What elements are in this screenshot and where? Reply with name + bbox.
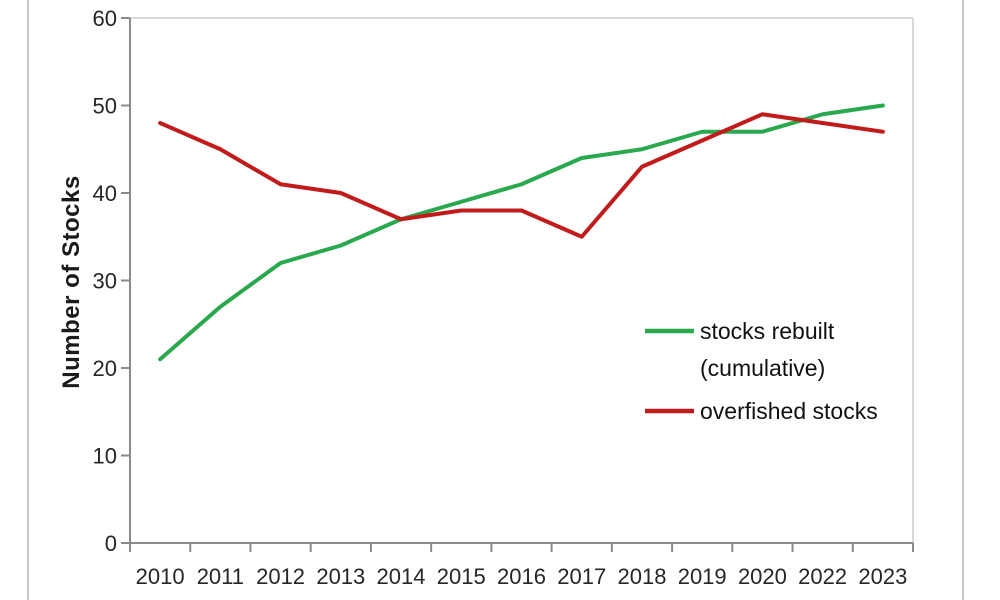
x-tick-label: 2014 xyxy=(377,564,426,589)
page-right-border xyxy=(962,0,964,600)
x-tick-label: 2023 xyxy=(858,564,907,589)
y-tick-label: 30 xyxy=(93,269,117,294)
y-axis-title: Number of Stocks xyxy=(58,175,85,389)
x-tick-label: 2018 xyxy=(617,564,666,589)
y-tick-label: 10 xyxy=(93,444,117,469)
y-tick-label: 20 xyxy=(93,356,117,381)
x-tick-label: 2013 xyxy=(316,564,365,589)
series-line-overfished xyxy=(158,112,885,239)
x-tick-label: 2012 xyxy=(256,564,305,589)
x-tick-label: 2019 xyxy=(678,564,727,589)
x-tick-label: 2017 xyxy=(557,564,606,589)
y-tick-label: 0 xyxy=(105,531,117,556)
x-tick-label: 2015 xyxy=(437,564,486,589)
y-tick-label: 50 xyxy=(93,94,117,119)
x-tick-label: 2011 xyxy=(197,564,244,589)
legend-label: (cumulative) xyxy=(700,355,825,381)
legend-label: overfished stocks xyxy=(700,398,878,424)
x-tick-label: 2022 xyxy=(798,564,847,589)
x-tick-label: 2010 xyxy=(136,564,185,589)
y-tick-label: 40 xyxy=(93,181,117,206)
x-tick-label: 2020 xyxy=(738,564,787,589)
page-left-border xyxy=(27,0,29,600)
series-line-stocks xyxy=(158,103,885,362)
y-tick-label: 60 xyxy=(93,6,117,31)
legend-label: stocks rebuilt xyxy=(700,318,835,344)
x-tick-label: 2016 xyxy=(497,564,546,589)
